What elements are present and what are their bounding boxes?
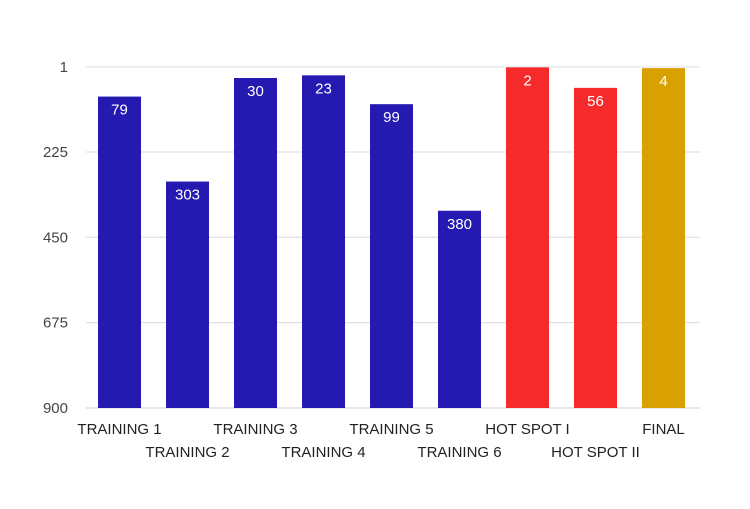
bar — [302, 75, 345, 409]
bar — [166, 181, 209, 408]
bar — [642, 68, 685, 408]
x-category-label: TRAINING 3 — [213, 421, 297, 438]
bar — [370, 104, 413, 408]
bar — [574, 87, 617, 409]
y-tick-label: 450 — [43, 229, 68, 246]
data-label: 56 — [587, 93, 604, 110]
data-label: 380 — [447, 216, 472, 233]
bar — [438, 210, 481, 408]
x-category-label: TRAINING 5 — [349, 421, 433, 438]
data-label: 99 — [383, 109, 400, 126]
data-label: 4 — [659, 73, 667, 90]
y-tick-label: 1 — [60, 59, 68, 76]
x-category-label: FINAL — [642, 421, 685, 438]
y-tick-label: 225 — [43, 144, 68, 161]
data-label: 2 — [523, 72, 531, 89]
y-axis-ticks: 1 225 450 675 900 — [43, 59, 68, 417]
x-axis-labels: TRAINING 1 TRAINING 2 TRAINING 3 TRAINING 4… — [77, 421, 684, 461]
x-category-label: TRAINING 6 — [417, 444, 501, 461]
x-category-label: TRAINING 1 — [77, 421, 161, 438]
y-tick-label: 900 — [43, 400, 68, 417]
y-tick-label: 675 — [43, 315, 68, 332]
data-label: 30 — [247, 83, 264, 100]
x-category-label: TRAINING 2 — [145, 444, 229, 461]
data-label: 23 — [315, 80, 332, 97]
x-category-label: HOT SPOT II — [551, 444, 640, 461]
bar — [234, 78, 277, 408]
bar — [98, 96, 141, 408]
x-category-label: TRAINING 4 — [281, 444, 365, 461]
x-category-label: HOT SPOT I — [485, 421, 569, 438]
bars — [98, 67, 685, 409]
data-labels: 79 303 30 23 99 380 2 56 4 — [111, 72, 668, 232]
data-label: 79 — [111, 102, 128, 119]
bar — [506, 67, 549, 409]
data-label: 303 — [175, 187, 200, 204]
